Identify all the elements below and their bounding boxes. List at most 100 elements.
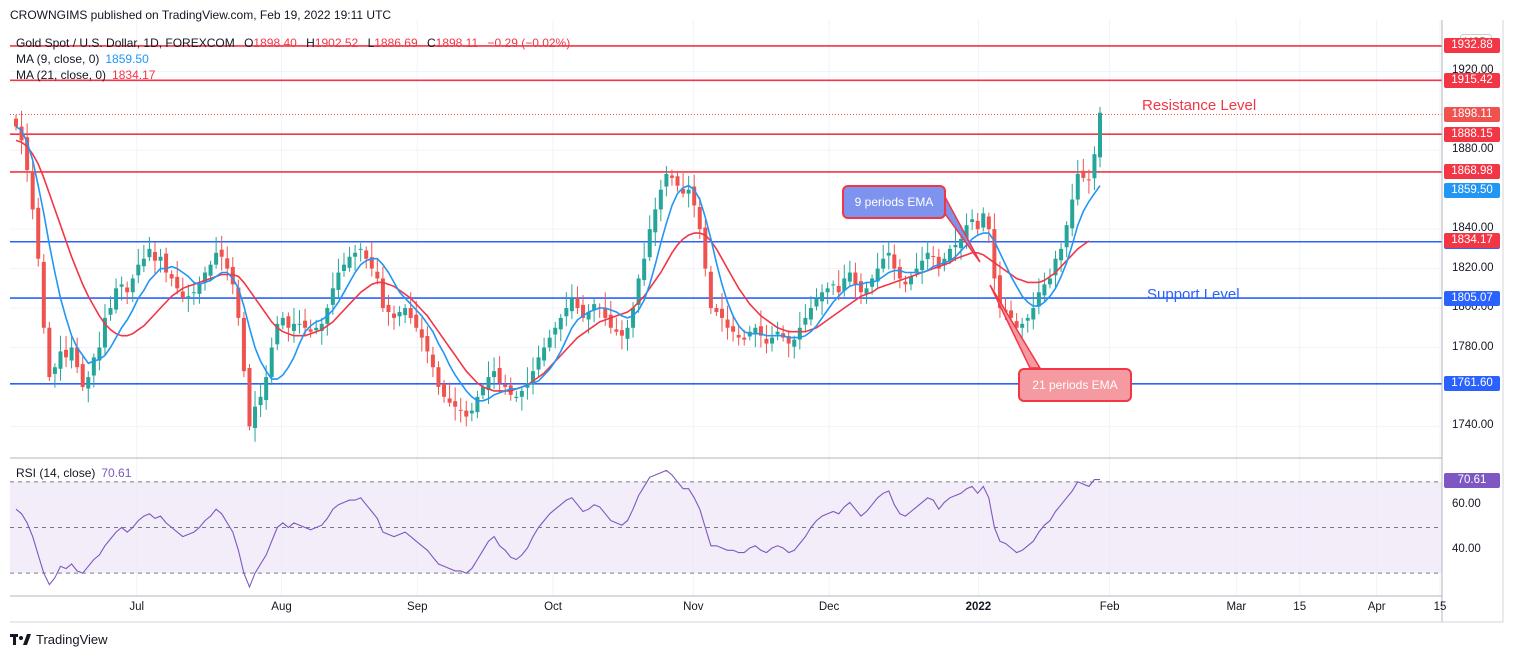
candle [953,244,958,248]
candle [908,276,913,285]
candle [820,292,825,302]
candle [675,176,680,186]
candle [275,323,280,345]
candle [108,308,113,315]
rsi-label: RSI (14, close) [16,466,96,480]
open-value: 1898.40 [253,36,297,50]
candle [253,406,258,428]
time-tick-label: Jul [129,601,145,613]
candle [341,264,346,271]
ma9-legend: MA (9, close, 0) 1859.50 [16,52,155,66]
candle [558,317,563,330]
candle [703,227,708,269]
candle [619,330,624,336]
candle [581,304,586,318]
candle [236,287,241,318]
support-label: Support Level [1147,286,1240,303]
candle [86,377,91,389]
candle [330,288,335,305]
candle [203,272,208,283]
candle [25,137,30,170]
ma21-price-tag: 1834.17 [1444,233,1500,249]
tradingview-brand[interactable]: TradingView [10,632,108,647]
candle [892,254,897,269]
candle [247,368,252,427]
candle [36,207,41,259]
candles [14,106,1102,442]
candle [102,317,107,348]
candle [475,396,480,413]
candle [614,329,619,332]
candle [425,336,430,352]
candle [1098,112,1102,158]
rsi-level-lines [10,481,1442,574]
candle [858,281,863,293]
candle [764,338,769,344]
candle [669,175,674,178]
candle [453,401,458,407]
candle [291,323,296,331]
candle [286,316,291,328]
candle [258,396,263,406]
resistance-price-tag: 1868.98 [1444,164,1500,180]
candle [119,284,124,287]
candle [625,327,630,339]
candle [58,351,63,369]
ma9-value: 1859.50 [105,52,149,66]
candle [303,320,308,328]
candle [864,288,869,294]
candle [442,383,447,397]
candle [208,264,213,276]
time-tick-label: Dec [818,601,840,613]
candle [808,308,813,320]
candle [553,327,558,335]
change-value: −0.29 (−0.02%) [487,36,571,50]
candle [392,313,397,318]
candle [514,396,519,399]
candle [714,308,719,312]
time-tick-label: Aug [271,601,292,613]
candle [1009,310,1014,318]
time-tick-label: Feb [1099,601,1120,613]
candle [430,354,435,368]
candle [692,186,697,206]
candle [853,272,858,285]
support-price-tag: 1805.07 [1444,290,1500,306]
candle [353,252,358,257]
candle [947,248,952,261]
rsi-value: 70.61 [101,466,132,480]
candle [230,267,235,285]
ema21-callout: 21 periods EMA [1018,368,1132,402]
candle [814,298,819,307]
candle [164,253,169,273]
support-price-tag: 1761.60 [1444,376,1500,392]
resistance-price-tag: 1888.15 [1444,126,1500,142]
candle [725,319,730,328]
candle [69,347,74,361]
candle [1070,199,1075,229]
price-tick-label: 1740.00 [1452,419,1494,432]
candle [297,323,302,325]
candle [180,291,185,299]
time-tick-label: Mar [1226,601,1247,613]
candle [631,308,636,328]
candle [14,118,18,127]
candle [636,278,641,305]
candle [458,409,463,411]
candle [986,216,991,230]
ma21-value: 1834.17 [112,68,156,82]
price-tick-label: 1840.00 [1452,222,1494,235]
rsi-legend: RSI (14, close) 70.61 [16,466,137,480]
candle [41,261,46,328]
candle [47,327,52,378]
close-label: C [426,36,436,50]
candle [80,364,85,387]
rsi-value-tag: 70.61 [1444,472,1500,488]
candle [920,260,925,271]
candle [564,308,569,317]
candle [964,225,969,239]
candle [742,337,747,340]
candle [931,255,936,257]
candle [881,258,886,269]
